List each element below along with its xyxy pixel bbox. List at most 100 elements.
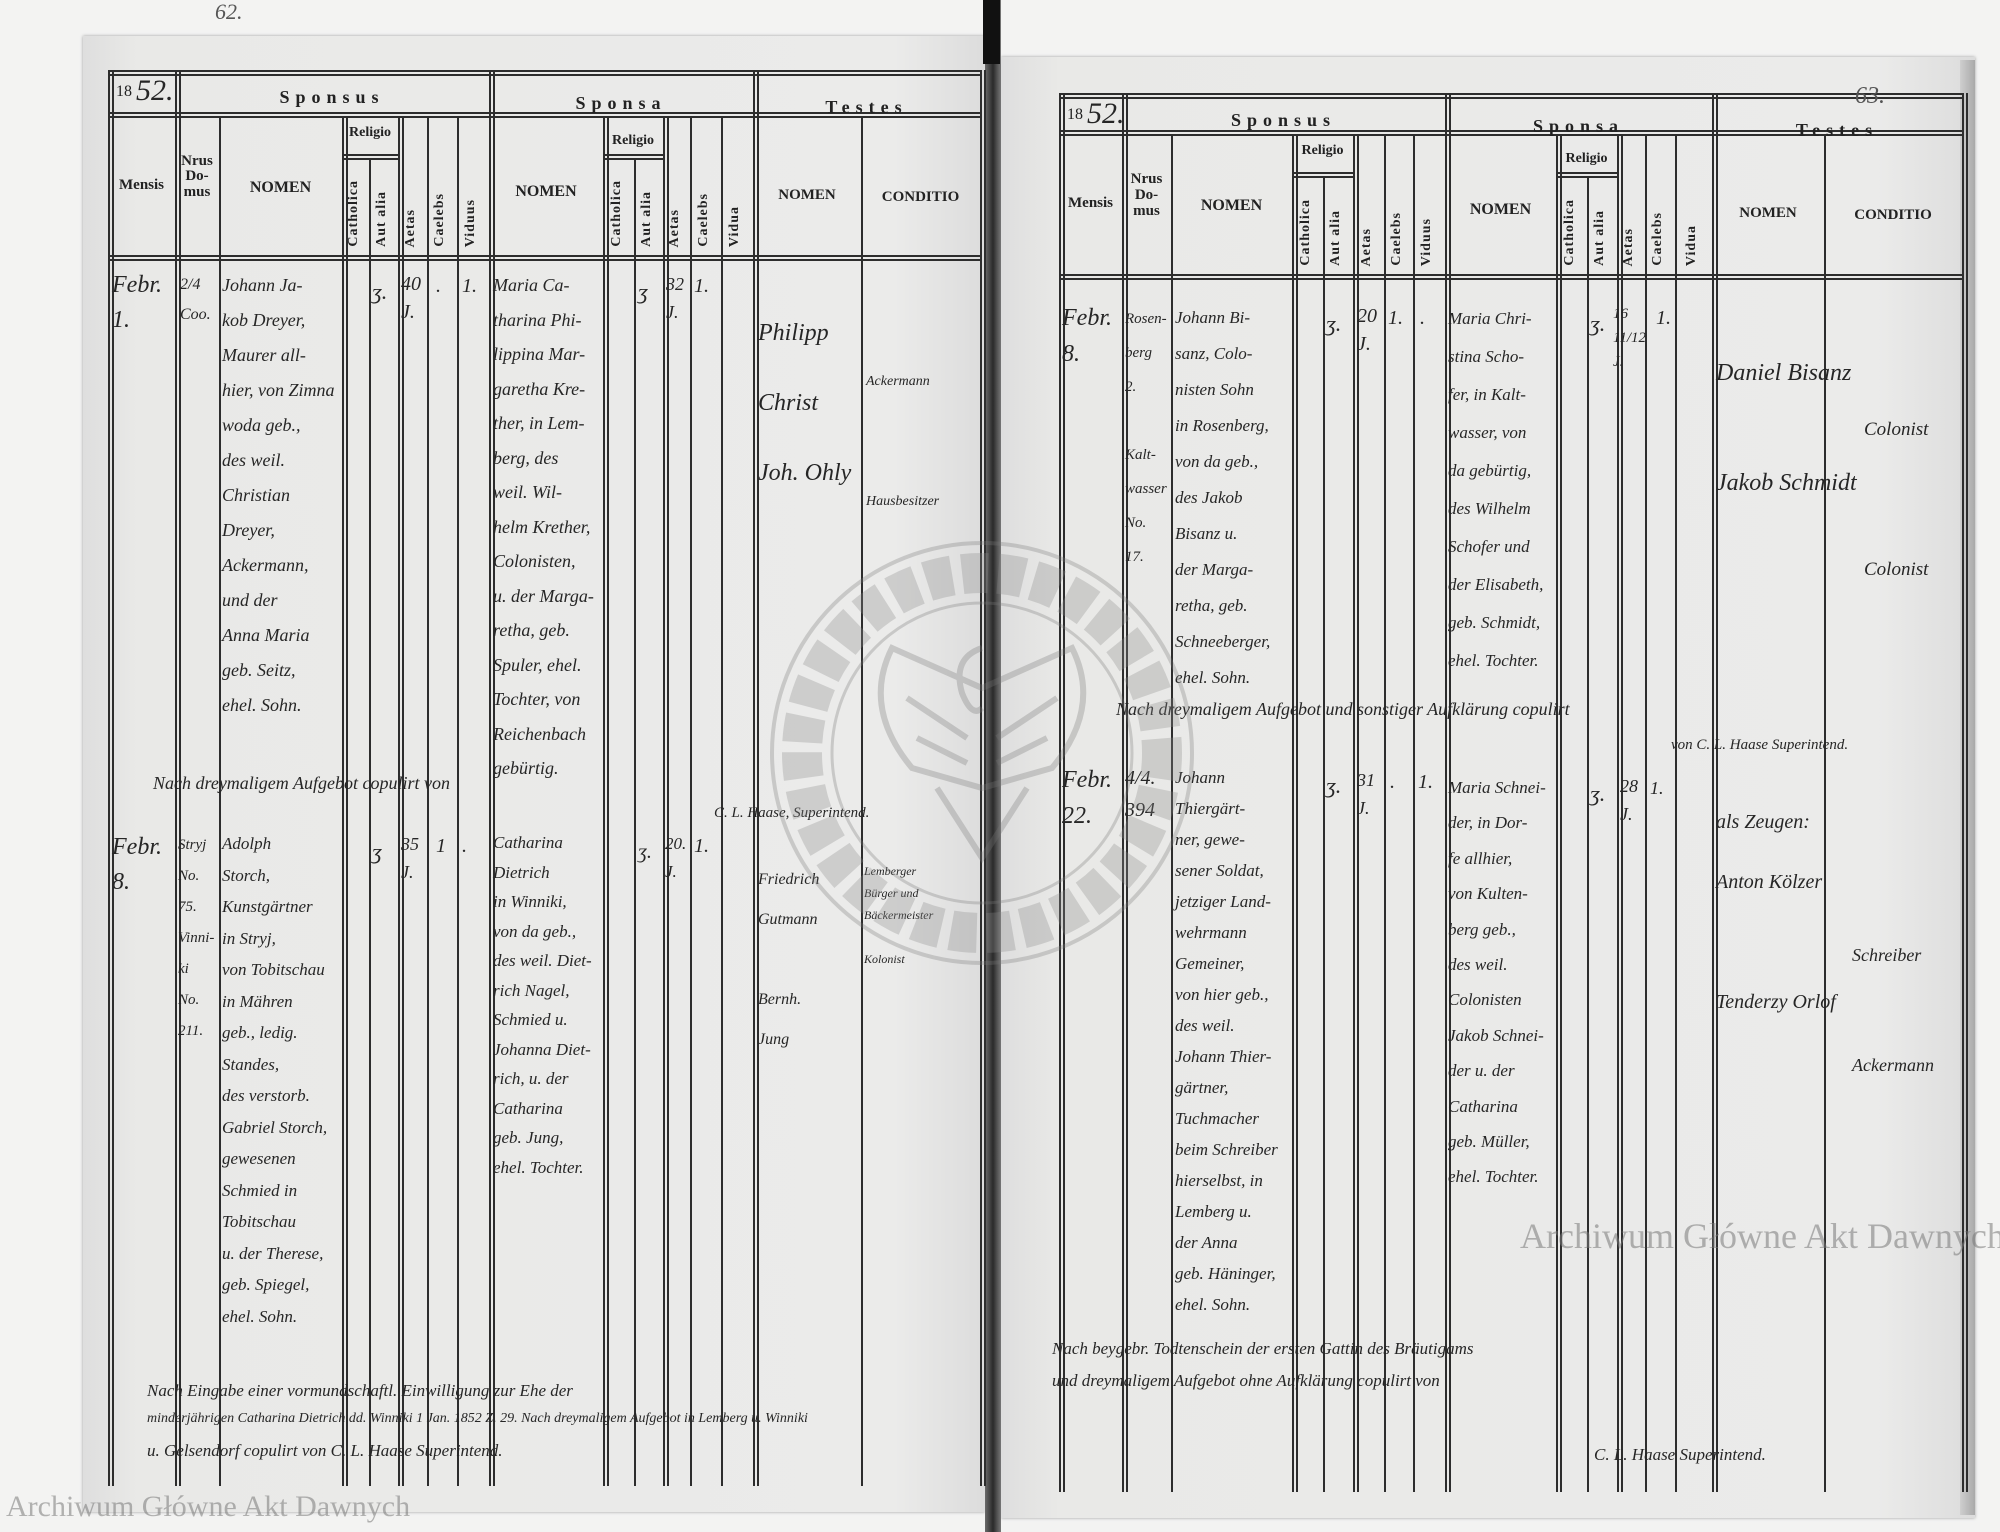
header-rule [108, 116, 175, 118]
header-rule [1122, 130, 1445, 132]
catholica-header: Catholica [608, 180, 624, 247]
sponsa-aetas-cell: 28 J. [1620, 776, 1638, 824]
register-note: C. L. Haase Superintend. [1594, 1445, 1766, 1464]
religio-header: Religio [1565, 151, 1608, 166]
column-rule [984, 70, 986, 1486]
column-rule [1966, 93, 1968, 1492]
column-rule [493, 70, 495, 1486]
table-rule [1059, 93, 1962, 95]
archive-watermark: Archiwum Główne Akt Dawnych [6, 1490, 411, 1523]
table-rule [1059, 97, 1962, 99]
sponsa-caelebs-cell: 1. [694, 835, 709, 857]
column-rule [603, 116, 605, 1486]
column-rule [1126, 93, 1128, 1492]
sponsa-aetas-cell: 20. J. [665, 834, 687, 881]
nrus-domus-cell: Rosen- berg 2. Kalt- wasser No. 17. [1125, 311, 1167, 565]
sponsus-aetas-cell: 20 J. [1357, 305, 1377, 355]
aut-alia-header: Aut alia [1592, 210, 1607, 266]
column-rule [1063, 93, 1065, 1492]
column-rule [663, 116, 665, 1486]
aut-alia-header: Aut alia [1328, 210, 1343, 266]
testes-nomen-header: NOMEN [1739, 205, 1797, 221]
religio-rule [603, 158, 663, 160]
header-rule [1445, 130, 1712, 132]
column-rule [861, 116, 863, 1486]
sponsa-heading: Sponsa [575, 93, 667, 113]
column-rule [721, 116, 723, 1486]
sponsus-caelebs-cell: 1. [1388, 307, 1403, 329]
conditio-header: CONDITIO [881, 188, 960, 205]
header-rule [1712, 130, 1962, 132]
sponsa-catholica-cell: ʒ [638, 279, 648, 304]
header-rule [489, 112, 753, 114]
column-rule [1445, 93, 1447, 1492]
column-rule [1712, 93, 1714, 1492]
mensis-header: Mensis [119, 176, 164, 193]
table-rule [108, 74, 980, 76]
header-rule [108, 112, 175, 114]
register-note: C. L. Haase, Superintend. [714, 805, 870, 821]
sponsus-nomen-cell: Johann Ja- kob Dreyer, Maurer all- hier,… [222, 275, 335, 715]
register-note: Nach Eingabe einer vormundschaftl. Einwi… [147, 1381, 573, 1400]
testes-nomen-header: NOMEN [778, 186, 836, 203]
aetas-header: Aetas [1358, 227, 1374, 266]
right-page [1001, 57, 1975, 1518]
aut-alia-header: Aut alia [373, 191, 389, 247]
sponsa-aetas-cell: 32 J. [666, 274, 684, 322]
column-rule [667, 116, 669, 1486]
testes-heading: Testes [1795, 120, 1879, 140]
column-rule [1171, 134, 1173, 1492]
sponsus-catholica-cell: ʒ [372, 839, 382, 864]
register-note: Nach dreymaligem Aufgebot copulirt von [153, 773, 450, 793]
viduus-header: Viduus [463, 198, 478, 247]
catholica-header: Catholica [345, 180, 361, 247]
sponsus-nomen-cell: Johann Thiergärt- ner, gewe- sener Solda… [1175, 768, 1278, 1314]
register-note: Nach dreymaligem Aufgebot und sonstiger … [1116, 699, 1570, 719]
column-rule [1621, 134, 1623, 1492]
column-rule [607, 116, 609, 1486]
sponsa-nomen-cell: Maria Schnei- der, in Dor- fe allhier, v… [1448, 778, 1546, 1187]
religio-rule [603, 154, 663, 156]
page-number: 63. [1855, 83, 1885, 109]
sponsus-caelebs-cell: 1 [436, 835, 446, 857]
testes-heading: Testes [825, 97, 908, 117]
religio-rule [342, 154, 398, 156]
column-rule [1413, 134, 1415, 1492]
nrus-domus-cell: 2/4 Coo. [180, 276, 211, 323]
column-rule [427, 116, 429, 1486]
archive-watermark: Archiwum Główne Akt Dawnych [1520, 1216, 2000, 1256]
testes-nomen-cell: Philipp Christ Joh. Ohly [758, 320, 852, 486]
sponsus-catholica-cell: ʒ. [372, 279, 388, 304]
column-rule [1560, 134, 1562, 1492]
column-rule [398, 116, 400, 1486]
archive-seal [770, 541, 1194, 965]
sponsa-nomen-cell: Maria Chri- stina Scho- fer, in Kalt- wa… [1448, 309, 1544, 670]
header-rule [1059, 134, 1122, 136]
caelebs-header: Caelebs [1650, 212, 1665, 266]
mensis-cell: Febr. 8. [1062, 305, 1112, 367]
header-rule [1122, 134, 1445, 136]
header-rule [1712, 134, 1962, 136]
year-prefix: 18 [1067, 106, 1083, 123]
aut-alia-header: Aut alia [638, 191, 654, 247]
table-rule [1059, 278, 1962, 280]
seal-lettering-band [782, 553, 1182, 953]
vidua-header: Vidua [727, 205, 742, 247]
aetas-header: Aetas [402, 208, 418, 247]
column-rule [1962, 93, 1964, 1492]
seal-inner-ring [830, 601, 1134, 905]
table-rule [108, 70, 980, 72]
sponsa-nomen-header: NOMEN [1469, 201, 1532, 218]
column-rule [1353, 134, 1355, 1492]
sponsa-caelebs-cell: 1. [1656, 307, 1671, 329]
column-rule [1645, 134, 1647, 1492]
sponsus-heading: Sponsus [1230, 110, 1337, 130]
column-rule [175, 70, 177, 1486]
header-rule [175, 116, 489, 118]
column-rule [108, 70, 110, 1486]
column-rule [1122, 93, 1124, 1492]
register-note: von C. L. Haase Superintend. [1671, 737, 1849, 753]
sponsa-aetas-cell: 16 11/12 J. [1613, 306, 1647, 370]
column-rule [1556, 134, 1558, 1492]
eagle-emblem-icon [877, 644, 1087, 864]
